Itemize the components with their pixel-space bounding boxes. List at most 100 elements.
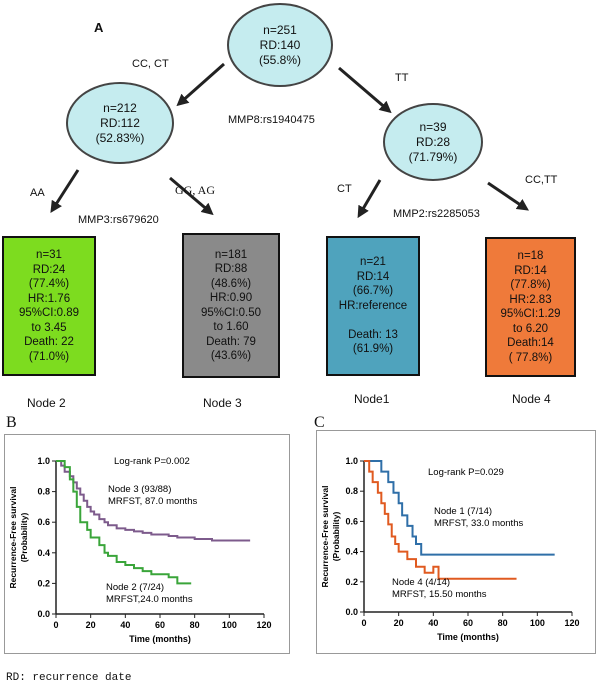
series-sublabel: MRFST, 15.50 months xyxy=(392,589,487,600)
leaf-node4-line: ( 77.8%) xyxy=(508,351,553,364)
x-tick-label: 20 xyxy=(394,618,404,628)
axes: 0 20 40 60 80 100 120 0.0 0.2 0.4 0.6 0.8 1.0 xyxy=(345,456,579,628)
series-sublabel: MRFST,24.0 months xyxy=(106,594,193,605)
y-tick-label: 0.6 xyxy=(37,517,50,527)
leaf-node4-line: RD:14 xyxy=(514,264,547,277)
y-tick-label: 0.4 xyxy=(37,548,50,558)
leaf-node1-line xyxy=(371,313,374,328)
chart-c-svg: 0 20 40 60 80 100 120 0.0 0.2 0.4 0.6 0.8 1.0 Time (m… xyxy=(320,456,580,642)
x-tick-label: 60 xyxy=(155,620,165,630)
leaf-node1-line: (66.7%) xyxy=(352,285,394,298)
leaf-node4-line: (77.8%) xyxy=(510,279,551,291)
y-tick-label: 0.0 xyxy=(345,607,358,617)
leaf-node3-line: HR:0.90 xyxy=(209,292,253,304)
right-node-line: (71.79%) xyxy=(408,149,458,164)
leaf-node4-line: HR:2.83 xyxy=(509,293,552,306)
footnote: RD: recurrence date xyxy=(6,672,132,684)
x-tick-label: 100 xyxy=(222,620,237,630)
x-tick-label: 120 xyxy=(564,618,579,628)
series-label: Node 3 (93/88) xyxy=(108,484,171,495)
km-series-line xyxy=(364,460,555,556)
root-node-line: (55.8%) xyxy=(258,52,302,67)
right-node-line: n=39 xyxy=(419,119,447,134)
panel-b-label: B xyxy=(6,414,17,431)
leaf-node4-line: n=18 xyxy=(517,250,544,262)
logrank-annotation: Log-rank P=0.002 xyxy=(114,456,190,467)
left-node-line: (52.83%) xyxy=(95,130,145,145)
x-tick-label: 100 xyxy=(530,618,545,628)
arrow-root-right xyxy=(338,66,392,114)
split-label-ct: CT xyxy=(337,183,352,195)
arrow-root-left xyxy=(176,62,225,107)
x-tick-label: 40 xyxy=(428,618,438,628)
leaf-node2-line: Death: 22 xyxy=(24,336,74,348)
arrow-right-node1 xyxy=(357,179,382,219)
leaf-node2-line: n=31 xyxy=(36,249,62,261)
leaf-node2-line: 95%CI:0.89 xyxy=(18,307,80,319)
km-series-line xyxy=(56,460,251,542)
leaf-node1-line: HR:reference xyxy=(338,299,408,312)
panel-c-label: C xyxy=(314,414,325,431)
split-label-cc-ct: CC, CT xyxy=(132,58,169,70)
left-node-line: n=212 xyxy=(103,100,137,115)
split-label-mmp8: MMP8:rs1940475 xyxy=(228,114,315,126)
leaf-node4-line: to 6.20 xyxy=(512,322,549,335)
split-label-cc-tt: CC,TT xyxy=(525,174,558,186)
x-tick-label: 20 xyxy=(86,620,96,630)
y-axis-label: Recurrence-Free survival xyxy=(320,485,330,587)
leaf-node1-line: n=21 xyxy=(360,256,386,269)
series-label: Node 1 (7/14) xyxy=(434,506,492,517)
x-tick-label: 80 xyxy=(498,618,508,628)
y-tick-label: 0.2 xyxy=(345,577,358,587)
x-tick-label: 60 xyxy=(463,618,473,628)
leaf-name-node-2: Node 2 xyxy=(27,396,66,410)
arrow-left-node2 xyxy=(50,169,80,214)
chart-b-frame xyxy=(4,434,290,654)
split-label-aa: AA xyxy=(30,187,45,199)
leaf-node2-line: RD:24 xyxy=(32,263,66,276)
leaf-node4-line: Death:14 xyxy=(507,337,554,349)
leaf-node4-line: 95%CI:1.29 xyxy=(500,308,561,320)
root-node-line: RD:140 xyxy=(259,37,301,52)
y-tick-label: 0.2 xyxy=(37,578,50,588)
leaf-node3-line: to 1.60 xyxy=(213,321,249,333)
leaf-node1-line: RD:14 xyxy=(356,270,390,283)
y-tick-label: 0.8 xyxy=(37,487,50,497)
leaf-node-4: n=18 RD:14 (77.8%) HR:2.83 95%CI:1.29 to 6.20… xyxy=(485,237,576,377)
x-tick-label: 0 xyxy=(361,618,366,628)
leaf-name-node-1: Node1 xyxy=(354,392,390,406)
leaf-name-node-4: Node 4 xyxy=(512,392,551,406)
y-tick-label: 1.0 xyxy=(37,456,50,466)
panel-a-label: A xyxy=(94,20,104,35)
y-tick-label: 1.0 xyxy=(345,456,358,466)
split-label-mmp3: MMP3:rs679620 xyxy=(78,214,159,226)
leaf-node2-line: HR:1.76 xyxy=(27,292,71,305)
leaf-node2-line: (77.4%) xyxy=(28,278,70,290)
chart-b-svg: 0 20 40 60 80 100 120 0.0 0.2 0.4 0.6 0.8 1.0 Time (m… xyxy=(8,456,272,644)
logrank-annotation: Log-rank P=0.029 xyxy=(428,467,504,478)
split-label-mmp2: MMP2:rs2285053 xyxy=(393,208,480,220)
x-axis-label: Time (months) xyxy=(129,634,191,644)
leaf-node3-line: n=181 xyxy=(214,248,248,261)
split-label-gg-ag: GG, AG xyxy=(175,183,216,197)
chart-c-frame xyxy=(316,430,596,654)
leaf-node-3: n=181 RD:88 (48.6%) HR:0.90 95%CI:0.50 to 1.6… xyxy=(182,233,280,378)
y-axis-label: Recurrence-Free survival xyxy=(8,486,18,588)
leaf-node1-line: (61.9%) xyxy=(352,343,394,356)
split-label-tt: TT xyxy=(395,72,409,84)
series-label: Node 2 (7/24) xyxy=(106,582,164,593)
left-split-node: n=212 RD:112 (52.83%) xyxy=(66,82,174,164)
leaf-node3-line: 95%CI:0.50 xyxy=(200,306,262,319)
km-series-line xyxy=(56,460,192,585)
y-tick-label: 0.0 xyxy=(37,609,50,619)
right-node-line: RD:28 xyxy=(415,134,450,149)
leaf-node3-line: (43.6%) xyxy=(210,350,252,362)
leaf-node1-line: Death: 13 xyxy=(348,328,398,341)
leaf-node3-line: Death: 79 xyxy=(206,335,256,348)
y-tick-label: 0.6 xyxy=(345,516,358,526)
left-node-line: RD:112 xyxy=(100,115,140,130)
axes: 0 20 40 60 80 100 120 0.0 0.2 0.4 0.6 0.8 1.0 xyxy=(37,456,271,630)
x-tick-label: 0 xyxy=(53,620,58,630)
km-series-line xyxy=(364,460,517,580)
y-tick-label: 0.4 xyxy=(345,547,358,557)
